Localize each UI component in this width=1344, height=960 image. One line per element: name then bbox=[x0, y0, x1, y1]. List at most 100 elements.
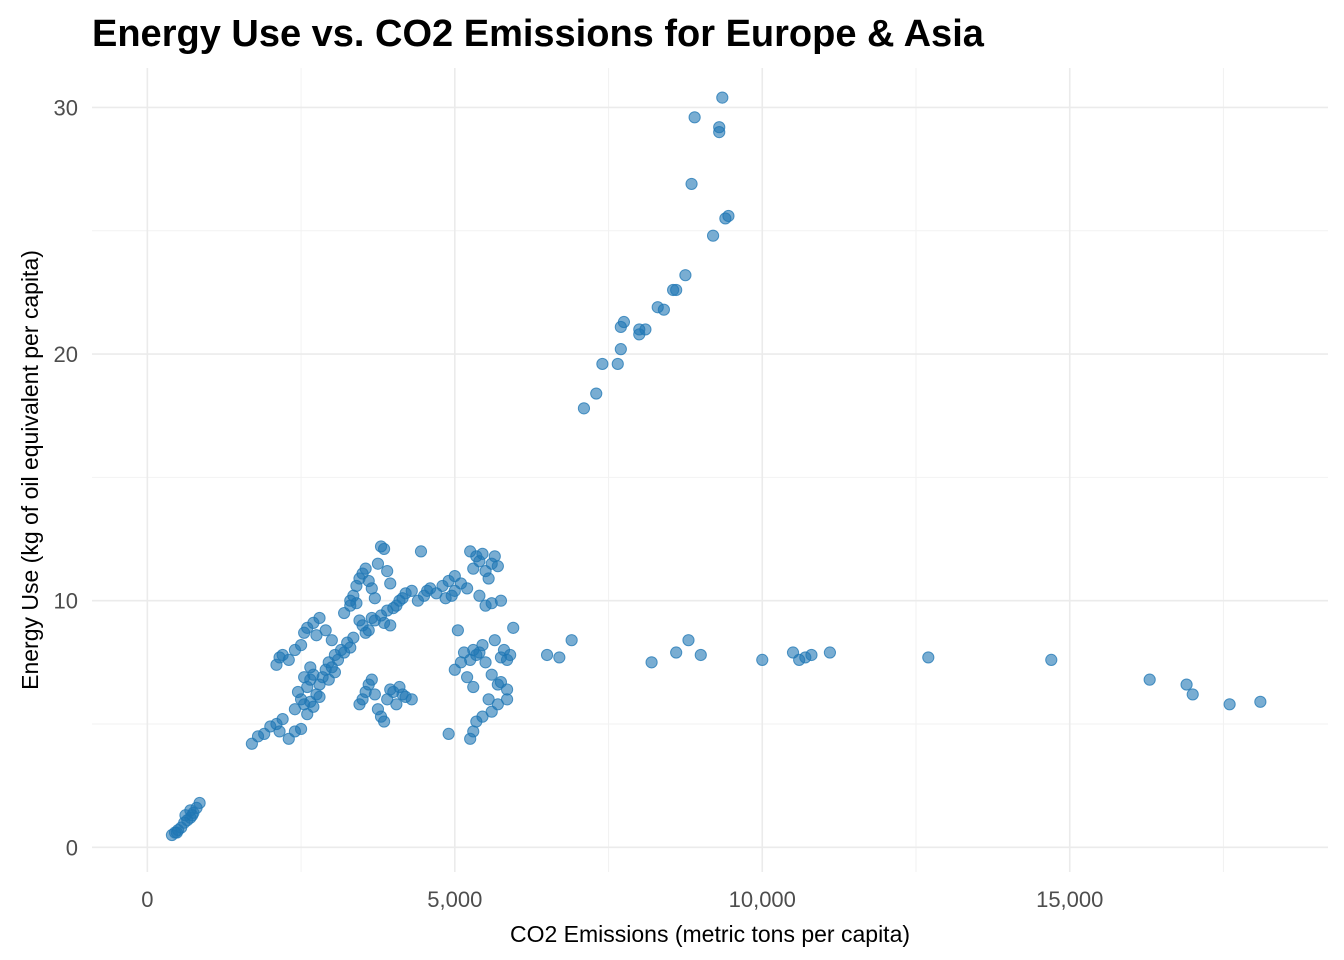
data-point bbox=[756, 653, 769, 667]
data-point bbox=[1143, 673, 1156, 686]
data-point bbox=[347, 631, 360, 644]
data-point bbox=[313, 690, 326, 703]
data-point bbox=[617, 315, 631, 329]
data-point bbox=[359, 562, 372, 575]
data-point bbox=[688, 111, 701, 124]
data-point bbox=[1254, 695, 1267, 708]
x-tick-label: 10,000 bbox=[729, 887, 796, 912]
data-point bbox=[713, 126, 726, 139]
data-point bbox=[414, 545, 428, 558]
data-point bbox=[694, 648, 707, 662]
x-tick-label: 0 bbox=[141, 887, 153, 912]
data-point bbox=[504, 648, 517, 662]
data-point bbox=[368, 592, 381, 605]
data-point bbox=[273, 725, 286, 738]
data-point bbox=[405, 693, 418, 706]
data-point bbox=[381, 565, 394, 578]
data-point bbox=[476, 547, 489, 560]
data-point bbox=[365, 673, 378, 686]
data-point bbox=[368, 688, 381, 701]
data-point bbox=[298, 671, 311, 684]
data-point bbox=[485, 597, 498, 610]
data-point bbox=[170, 826, 183, 839]
data-point bbox=[488, 634, 501, 647]
data-point bbox=[670, 646, 683, 659]
data-point bbox=[1223, 698, 1236, 711]
data-point bbox=[507, 621, 520, 634]
data-point bbox=[706, 229, 720, 242]
data-point bbox=[365, 611, 378, 625]
data-point bbox=[565, 634, 578, 647]
data-point bbox=[276, 712, 289, 726]
data-point bbox=[467, 680, 480, 694]
data-point bbox=[479, 656, 492, 669]
data-point bbox=[353, 614, 366, 627]
data-point bbox=[716, 91, 729, 104]
grid bbox=[92, 68, 1328, 872]
data-point bbox=[304, 661, 317, 674]
data-point bbox=[451, 624, 464, 637]
data-point bbox=[310, 629, 323, 642]
data-point bbox=[467, 643, 480, 657]
data-point bbox=[384, 619, 397, 632]
data-points bbox=[165, 91, 1267, 842]
data-point bbox=[384, 683, 397, 696]
data-point bbox=[685, 177, 698, 191]
x-axis-title: CO2 Emissions (metric tons per capita) bbox=[510, 921, 910, 947]
data-point bbox=[396, 688, 409, 701]
data-point bbox=[482, 572, 495, 585]
data-point bbox=[193, 796, 206, 810]
data-point bbox=[1186, 688, 1199, 701]
data-point bbox=[670, 283, 683, 297]
data-point bbox=[682, 634, 695, 647]
data-point bbox=[722, 209, 735, 223]
data-point bbox=[805, 648, 818, 662]
data-point bbox=[464, 732, 477, 745]
y-tick-label: 0 bbox=[66, 835, 78, 860]
data-point bbox=[294, 722, 308, 736]
data-point bbox=[396, 592, 409, 605]
data-point bbox=[485, 668, 498, 681]
data-point bbox=[186, 809, 199, 822]
data-point bbox=[476, 639, 489, 652]
x-tick-label: 15,000 bbox=[1036, 887, 1103, 912]
data-point bbox=[679, 269, 692, 282]
x-axis-ticks: 0 5,000 10,000 15,000 bbox=[141, 887, 1103, 912]
data-point bbox=[922, 651, 935, 664]
data-point bbox=[491, 560, 504, 573]
data-point bbox=[461, 582, 474, 595]
data-point bbox=[325, 634, 338, 647]
data-point bbox=[500, 693, 514, 706]
data-point bbox=[645, 656, 658, 669]
data-point bbox=[577, 402, 591, 415]
data-point bbox=[1045, 653, 1058, 667]
data-point bbox=[540, 648, 554, 662]
x-tick-label: 5,000 bbox=[427, 887, 482, 912]
data-point bbox=[442, 727, 455, 740]
data-point bbox=[445, 589, 458, 602]
data-point bbox=[288, 703, 302, 716]
data-point bbox=[390, 698, 403, 711]
y-axis-ticks: 0 10 20 30 bbox=[54, 95, 78, 860]
data-point bbox=[294, 639, 308, 652]
data-point bbox=[596, 357, 609, 371]
data-point bbox=[384, 577, 397, 590]
data-point bbox=[328, 666, 341, 679]
data-point bbox=[405, 584, 418, 597]
data-point bbox=[353, 698, 366, 711]
data-point bbox=[823, 646, 837, 659]
data-point bbox=[657, 303, 670, 316]
data-point bbox=[377, 715, 391, 728]
data-point bbox=[639, 323, 652, 336]
y-tick-label: 30 bbox=[54, 95, 78, 120]
data-point bbox=[344, 594, 357, 607]
data-point bbox=[319, 624, 332, 637]
data-point bbox=[1180, 678, 1193, 691]
data-point bbox=[590, 387, 603, 400]
data-point bbox=[371, 557, 385, 570]
data-point bbox=[313, 611, 326, 625]
data-point bbox=[611, 357, 624, 371]
data-point bbox=[485, 705, 498, 718]
y-tick-label: 20 bbox=[54, 342, 78, 367]
